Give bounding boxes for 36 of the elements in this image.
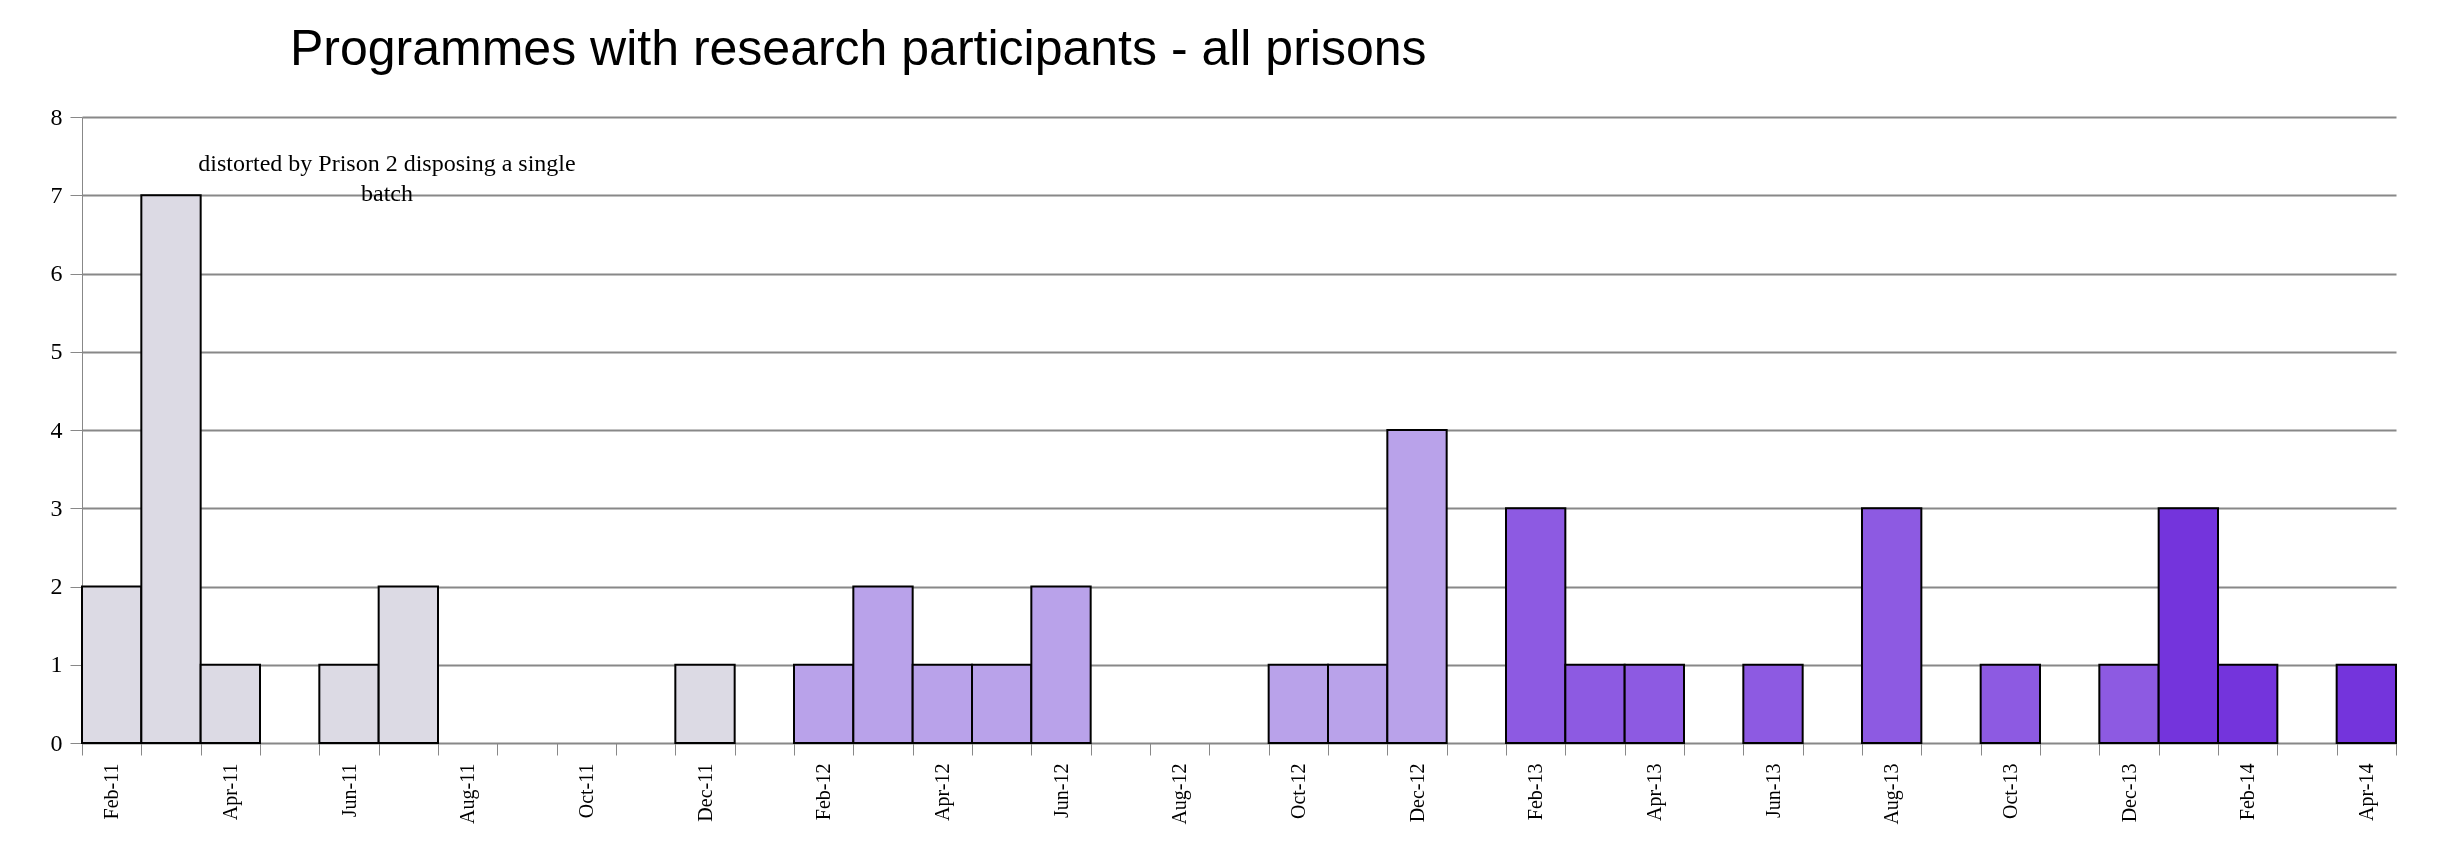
y-tick-label: 6 xyxy=(50,260,63,286)
x-tick-label: Aug-11 xyxy=(456,763,480,824)
y-tick-label: 0 xyxy=(50,729,63,756)
annotation: distorted by Prison 2 disposing a single batch xyxy=(198,150,576,206)
y-tick-label: 2 xyxy=(50,573,63,599)
x-tick-label: Aug-13 xyxy=(1880,763,1904,825)
x-tick-label: Oct-11 xyxy=(574,763,597,819)
x-tick-label: Oct-12 xyxy=(1286,763,1309,820)
bar xyxy=(1979,663,2041,744)
bar xyxy=(1861,507,1923,744)
x-tick-label: Apr-13 xyxy=(1642,763,1666,821)
x-tick-label: Apr-11 xyxy=(218,763,242,821)
x-tick-label: Feb-13 xyxy=(1524,763,1547,821)
x-tick-label: Feb-12 xyxy=(812,763,835,821)
x-tick-label: Dec-13 xyxy=(2117,763,2140,823)
x-tick-label: Oct-13 xyxy=(1998,763,2021,820)
y-tick-label: 7 xyxy=(50,181,63,208)
y-tick-label: 1 xyxy=(50,651,63,678)
y-tick-label: 5 xyxy=(50,338,63,365)
x-tick-label: Jun-12 xyxy=(1049,763,1072,818)
x-tick-label: Dec-12 xyxy=(1405,763,1428,823)
x-tick-label: Apr-12 xyxy=(930,763,954,821)
bar xyxy=(1742,663,1804,744)
bar xyxy=(2335,663,2397,744)
x-tick-label: Jun-11 xyxy=(337,763,360,818)
bar xyxy=(674,663,736,744)
x-tick-label: Jun-13 xyxy=(1761,763,1784,818)
x-tick-label: Aug-12 xyxy=(1168,763,1192,825)
x-tick-label: Feb-14 xyxy=(2236,763,2259,821)
y-tick-label: 8 xyxy=(50,103,63,130)
x-tick-label: Feb-11 xyxy=(100,763,123,820)
y-tick-label: 4 xyxy=(50,416,63,443)
x-tick-label: Apr-14 xyxy=(2354,763,2378,821)
x-tick-label: Dec-11 xyxy=(693,763,716,822)
chart-title: Programmes with research participants - all prisons xyxy=(290,20,1427,76)
y-tick-label: 3 xyxy=(50,494,63,521)
